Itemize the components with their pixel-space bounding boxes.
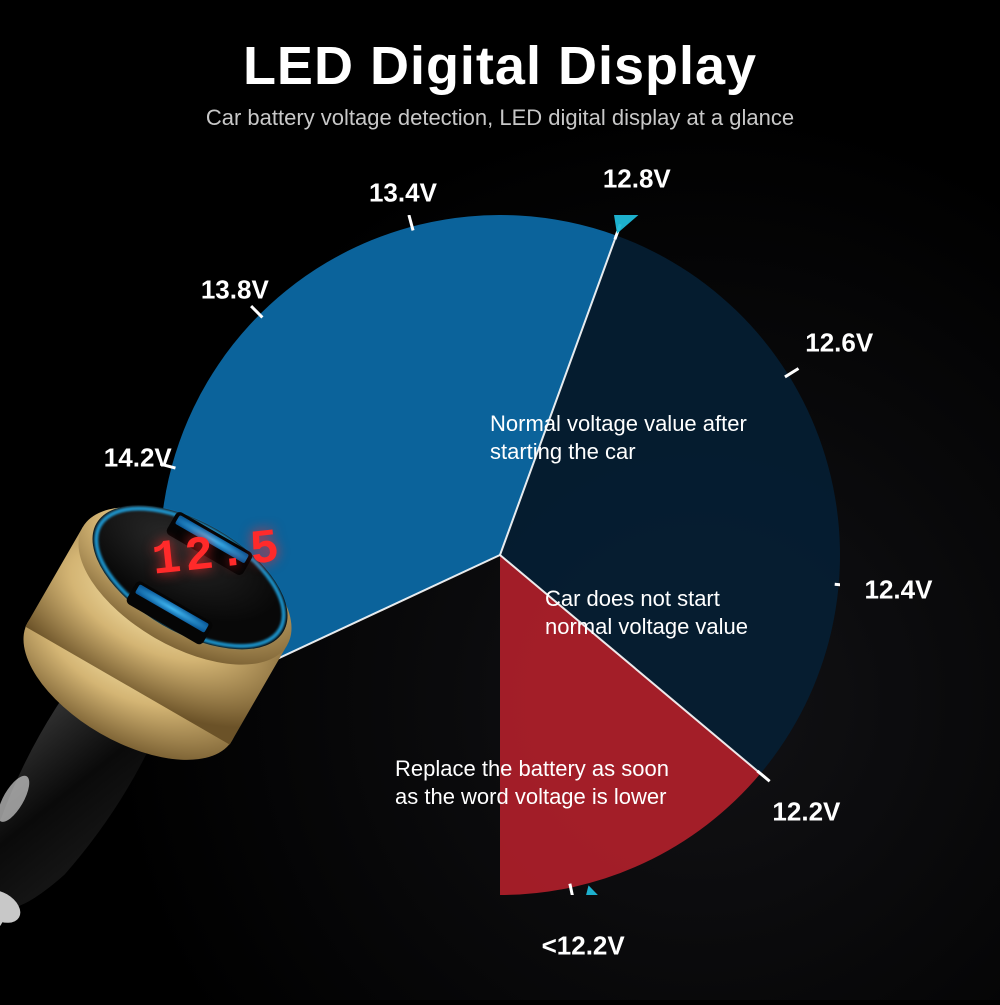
page-title: LED Digital Display (0, 35, 1000, 97)
page-subtitle: Car battery voltage detection, LED digit… (0, 105, 1000, 131)
voltage-tick-label: 12.8V (603, 164, 671, 195)
voltage-tick-label: 12.4V (864, 574, 932, 605)
voltage-tick-label: 14.8V (104, 637, 172, 668)
voltage-tick-label: 12.2V (772, 797, 840, 828)
voltage-tick-label: 13.4V (369, 177, 437, 208)
voltage-tick-label: <12.2V (542, 931, 625, 962)
section-label-not-started: Car does not start normal voltage value (545, 585, 765, 640)
voltage-pie-chart: 14.8V14.2V13.8V13.4V12.8V12.6V12.4V12.2V… (160, 215, 840, 895)
header: LED Digital Display Car battery voltage … (0, 35, 1000, 131)
voltage-tick-label: 14.2V (104, 442, 172, 473)
section-label-normal-running: Normal voltage value after starting the … (490, 410, 750, 465)
voltage-tick-label: 13.8V (201, 274, 269, 305)
section-label-replace: Replace the battery as soon as the word … (395, 755, 675, 810)
voltage-tick-label: 12.6V (805, 328, 873, 359)
